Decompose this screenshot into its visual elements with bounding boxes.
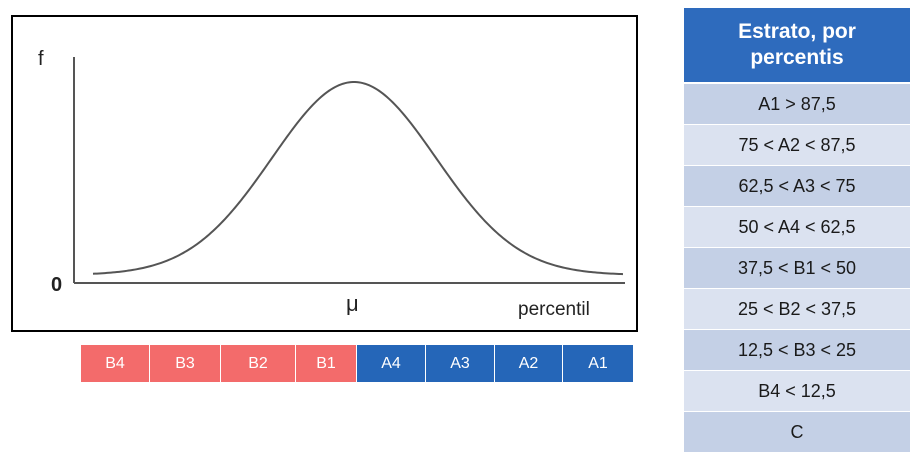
strata-row: 37,5 < B1 < 50 xyxy=(684,248,910,289)
origin-label: 0 xyxy=(51,274,62,296)
strata-row: B4 < 12,5 xyxy=(684,371,910,412)
strata-table-header: Estrato, por percentis xyxy=(684,8,910,84)
strata-table-body: A1 > 87,5 75 < A2 < 87,5 62,5 < A3 < 75 50 … xyxy=(684,84,910,453)
strata-row: 50 < A4 < 62,5 xyxy=(684,207,910,248)
band-cell-b1: B1 xyxy=(296,345,357,382)
x-axis-label: percentil xyxy=(518,299,590,320)
band-cell-a1: A1 xyxy=(563,345,633,382)
strata-table: Estrato, por percentis A1 > 87,5 75 < A2 … xyxy=(684,8,910,453)
distribution-plot: f 0 μ percentil xyxy=(11,15,638,332)
percentile-band-strip: B4 B3 B2 B1 A4 A3 A2 A1 xyxy=(81,345,633,382)
strata-row: 12,5 < B3 < 25 xyxy=(684,330,910,371)
band-cell-b2: B2 xyxy=(221,345,296,382)
band-cell-b3: B3 xyxy=(150,345,221,382)
strata-row: C xyxy=(684,412,910,453)
y-axis-label: f xyxy=(38,48,44,70)
mean-label: μ xyxy=(346,291,359,316)
band-cell-a4: A4 xyxy=(357,345,426,382)
band-cell-b4: B4 xyxy=(81,345,150,382)
band-cell-a3: A3 xyxy=(426,345,495,382)
strata-row: A1 > 87,5 xyxy=(684,84,910,125)
normal-curve xyxy=(92,81,624,276)
band-cell-a2: A2 xyxy=(495,345,563,382)
strata-row: 25 < B2 < 37,5 xyxy=(684,289,910,330)
strata-row: 62,5 < A3 < 75 xyxy=(684,166,910,207)
strata-row: 75 < A2 < 87,5 xyxy=(684,125,910,166)
distribution-svg: f 0 μ percentil xyxy=(38,48,625,320)
